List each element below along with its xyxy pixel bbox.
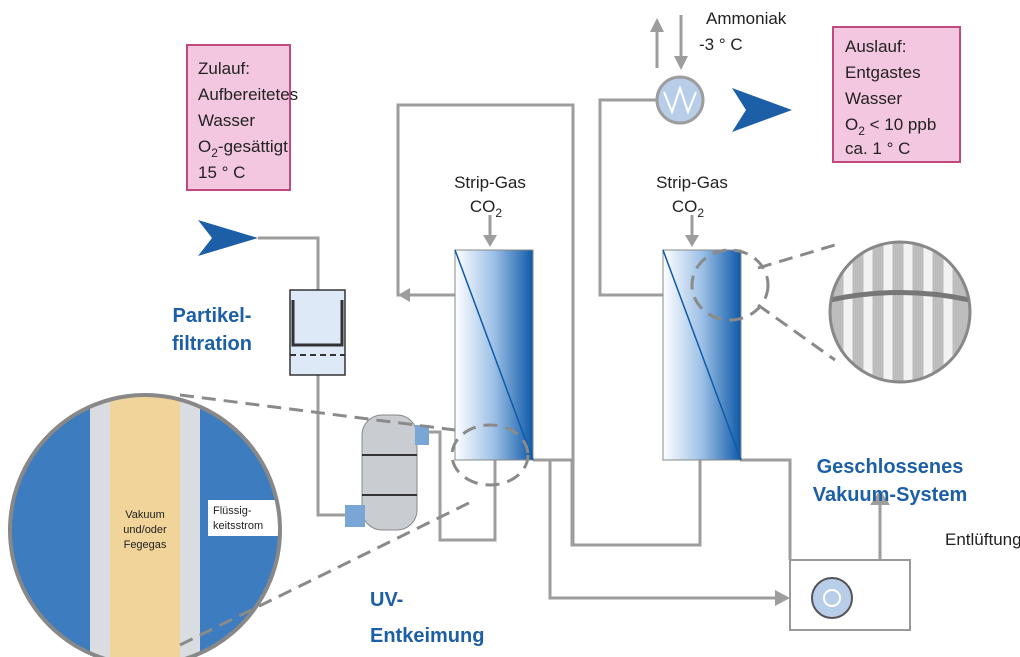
co2: CO2 <box>672 197 705 220</box>
text-part: O <box>198 137 211 156</box>
vacuum-label: Geschlossenes <box>817 456 964 478</box>
filtration-label: filtration <box>172 333 252 355</box>
filter <box>290 290 345 375</box>
zoom-label: und/oder <box>123 524 167 536</box>
inlet-arrow <box>198 220 258 256</box>
outlet-text: Auslauf: <box>845 37 906 56</box>
filtration-label: Partikel- <box>173 305 252 327</box>
zoom-label: Fegegas <box>124 539 167 551</box>
heat-exchanger <box>657 77 703 123</box>
inlet-text: Wasser <box>198 111 255 130</box>
outlet-text: Wasser <box>845 89 902 108</box>
coolant-name: Ammoniak <box>706 9 787 28</box>
inlet-text: Aufbereitetes <box>198 85 298 104</box>
zoom-label: keitsstrom <box>213 520 263 532</box>
subscript: 2 <box>495 206 502 220</box>
column <box>455 250 741 460</box>
diagram: Zulauf: Aufbereitetes Wasser O 2 -gesättig… <box>0 0 1020 657</box>
zoom-right <box>830 240 970 390</box>
uv-unit <box>345 415 429 530</box>
vacuum-pump <box>790 560 910 630</box>
zoom-label: Flüssig- <box>213 505 252 517</box>
inlet-text: 15 ° C <box>198 163 245 182</box>
vacuum-label: Vakuum-System <box>813 484 968 506</box>
subscript: 2 <box>697 206 704 220</box>
zoom-label: Vakuum <box>125 509 165 521</box>
outlet-text: ca. 1 ° C <box>845 139 910 158</box>
inlet-text: Zulauf: <box>198 59 250 78</box>
text-part: O <box>845 115 858 134</box>
outlet-text: Entgastes <box>845 63 921 82</box>
text-part: CO <box>470 197 496 216</box>
uv-label: UV- <box>370 589 403 611</box>
text-part: CO <box>672 197 698 216</box>
strip-gas: Strip-Gas <box>656 173 728 192</box>
vent-label: Entlüftung <box>945 530 1020 549</box>
text-part: < 10 ppb <box>865 115 936 134</box>
outlet-arrow <box>732 88 792 132</box>
strip-gas: Strip-Gas <box>454 173 526 192</box>
text-part: -gesättigt <box>218 137 288 156</box>
co2: CO2 <box>470 197 503 220</box>
uv-label: Entkeimung <box>370 625 484 647</box>
coolant-temp: -3 ° C <box>699 35 743 54</box>
